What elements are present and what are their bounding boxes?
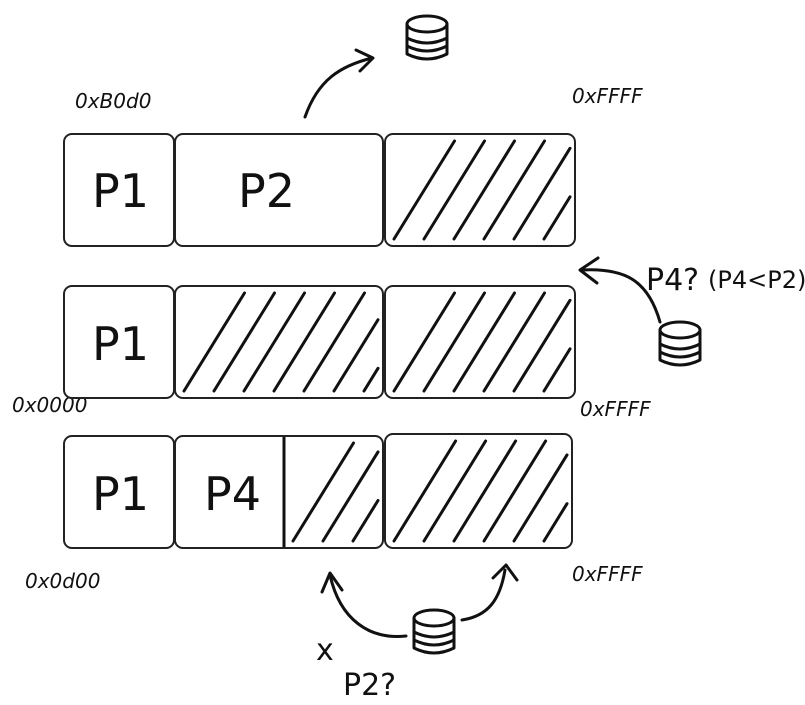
row3-hatch-2 <box>392 439 569 543</box>
p4-question-label: P4? <box>646 263 699 298</box>
hatch-stroke <box>182 291 246 393</box>
hatch-stroke <box>291 441 355 543</box>
rejected-x-mark: x <box>316 633 334 668</box>
hatch-stroke <box>452 139 516 241</box>
swap-out-arrow <box>303 48 375 119</box>
memory-row-1: 0xB0d0 0xFFFF P1 P2 <box>63 84 643 247</box>
hatch-stroke <box>392 139 456 241</box>
row3-p4-label: P4 <box>204 467 261 521</box>
disk-icon <box>405 14 449 61</box>
hatch-stroke <box>422 291 486 393</box>
hatch-stroke <box>542 347 572 393</box>
row2-hatch-2 <box>392 291 572 393</box>
p4-condition-label: (P4<P2) <box>708 266 805 294</box>
hatch-stroke <box>392 291 456 393</box>
hatch-stroke <box>392 439 458 543</box>
disk-icon <box>658 320 702 367</box>
hatch-stroke <box>542 195 572 241</box>
row1-p2-label: P2 <box>238 164 295 218</box>
swap-in-arrow-left <box>320 571 408 638</box>
hatch-stroke <box>362 366 380 393</box>
row2-end-address: 0xFFFF <box>580 397 651 421</box>
hatch-stroke <box>212 291 276 393</box>
hatch-stroke <box>302 291 366 393</box>
row2-p1-label: P1 <box>92 317 149 371</box>
hatch-stroke <box>542 502 569 543</box>
row3-segment-free <box>384 433 573 549</box>
hatch-stroke <box>422 139 486 241</box>
hatch-stroke <box>452 291 516 393</box>
p2-question-label: P2? <box>343 668 396 703</box>
disk-icon <box>412 608 456 655</box>
row3-segment-p4-block <box>174 435 384 549</box>
hatch-stroke <box>512 146 572 241</box>
hatch-stroke <box>332 318 380 393</box>
hatch-stroke <box>422 439 488 543</box>
hatch-stroke <box>242 291 306 393</box>
row3-end-address: 0xFFFF <box>572 562 643 586</box>
hatch-stroke <box>482 291 546 393</box>
row2-hatch-1 <box>182 291 380 393</box>
row3-p1-label: P1 <box>92 467 149 521</box>
hatch-stroke <box>351 499 380 543</box>
hatch-stroke <box>452 439 518 543</box>
hatch-stroke <box>512 298 572 393</box>
hatch-stroke <box>321 450 380 543</box>
memory-row-2: 0x0000 0xFFFF P1 <box>12 285 651 421</box>
memory-row-3: 0x0d00 0xFFFF P1 P4 <box>25 433 643 593</box>
swap-in-arrow-p4 <box>578 256 662 324</box>
hatch-stroke <box>272 291 336 393</box>
row1-segment-p2 <box>174 133 384 247</box>
swap-in-arrow-right <box>460 563 519 622</box>
hatch-stroke <box>482 439 548 543</box>
row3-start-address: 0x0d00 <box>25 569 100 593</box>
row1-end-address: 0xFFFF <box>572 84 643 108</box>
row3-hatch-1 <box>291 441 380 543</box>
row1-start-address: 0xB0d0 <box>75 89 151 113</box>
hatch-stroke <box>482 139 546 241</box>
hatch-stroke <box>512 453 569 543</box>
row1-p1-label: P1 <box>92 164 149 218</box>
row1-hatch <box>392 139 572 241</box>
